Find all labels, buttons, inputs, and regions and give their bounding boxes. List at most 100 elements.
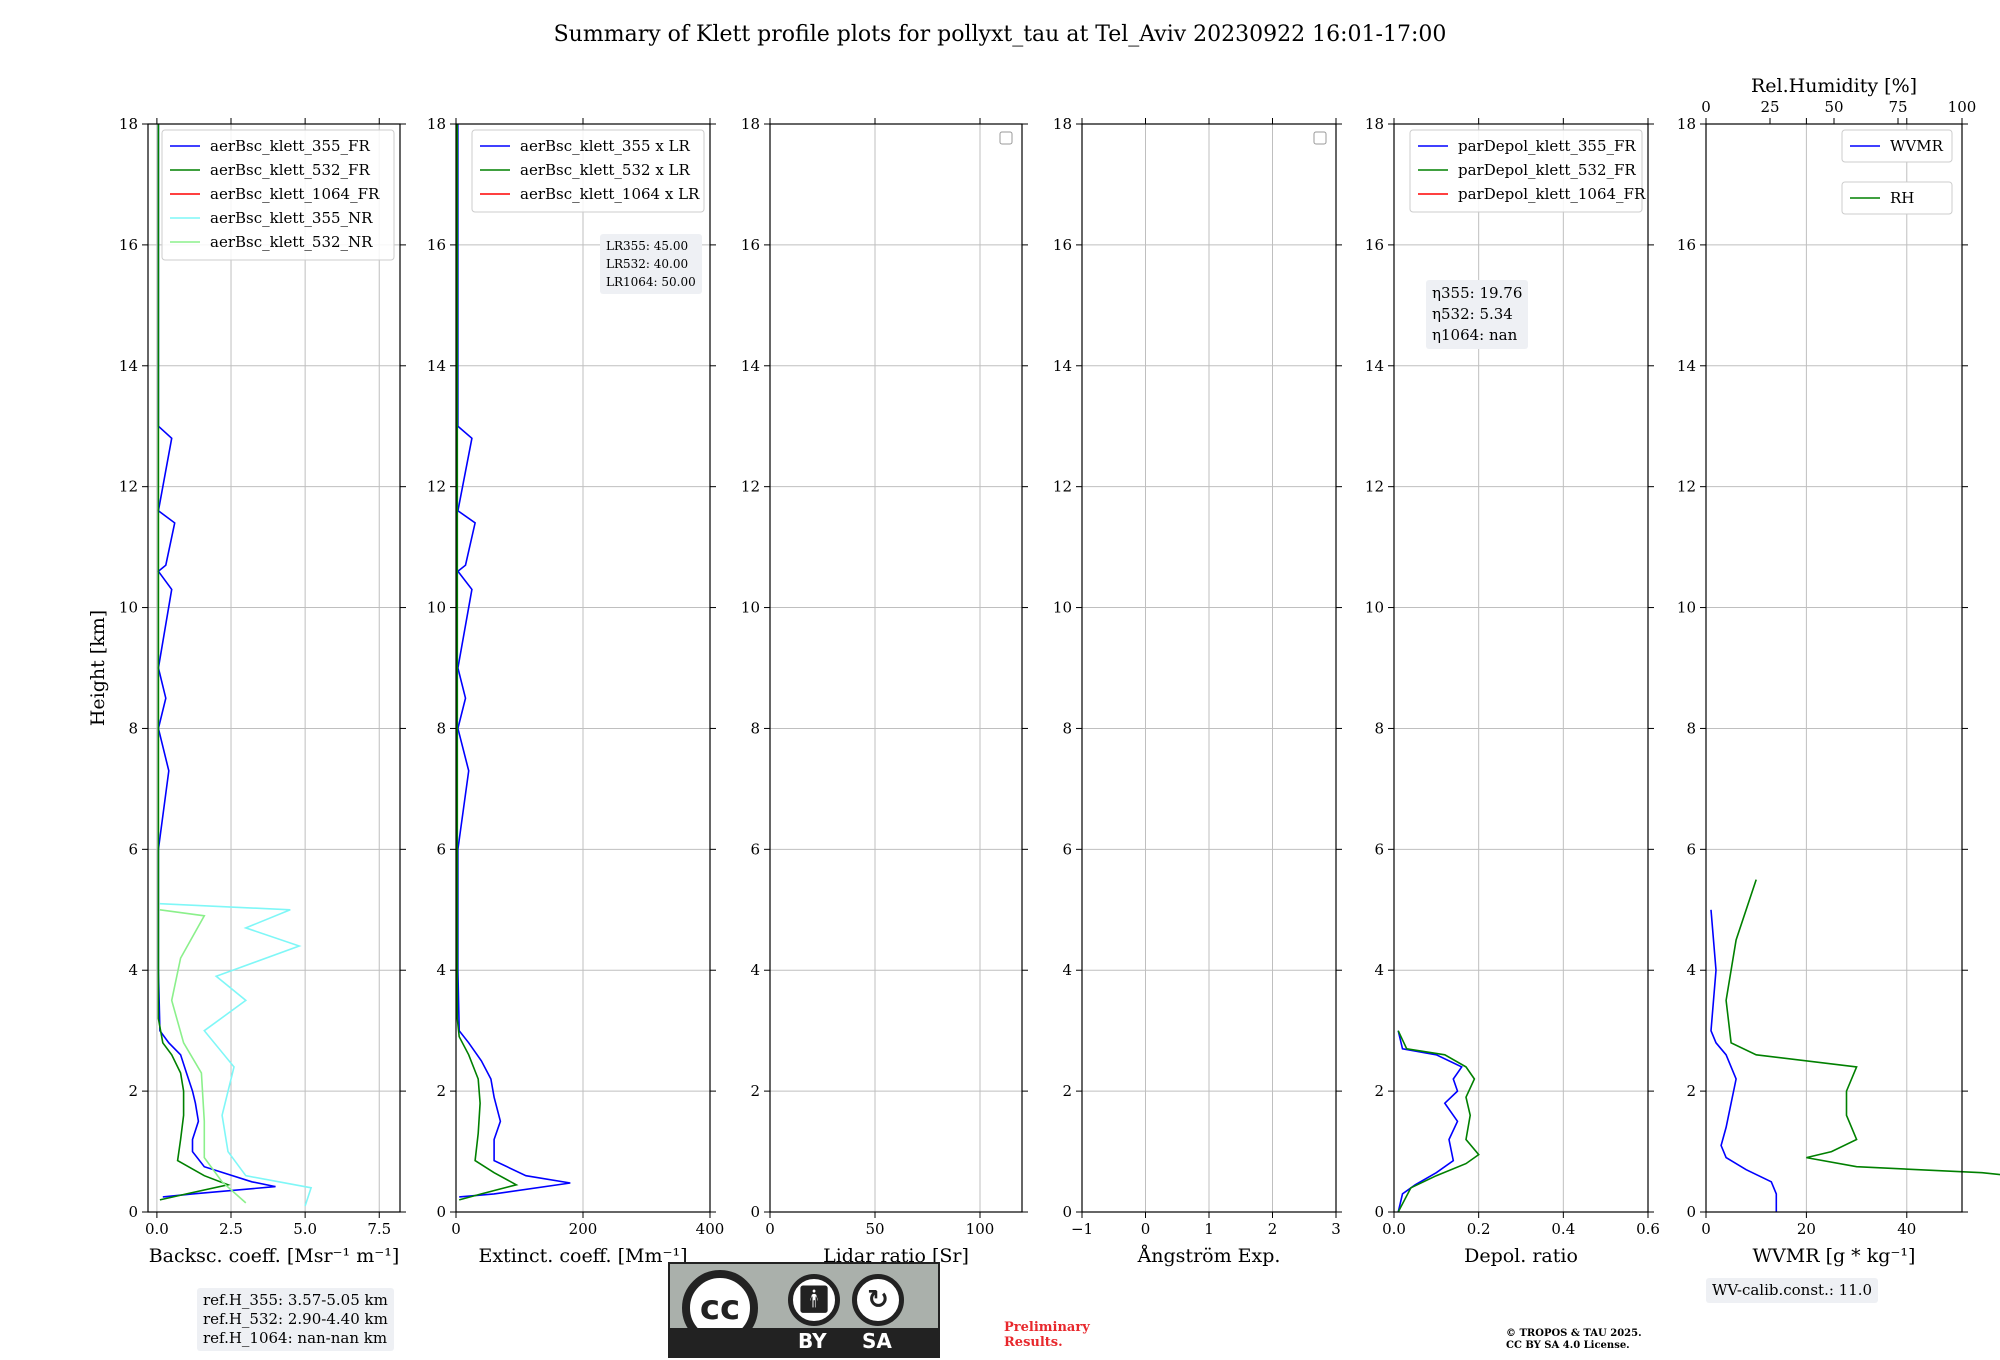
eta-1064: η1064: nan bbox=[1432, 326, 1518, 344]
panel-angstrom bbox=[1076, 118, 1342, 1218]
x-tick-label: 7.5 bbox=[367, 1220, 391, 1238]
preliminary-note: Preliminary Results. bbox=[1004, 1320, 1090, 1350]
y-tick-label: 6 bbox=[1686, 840, 1696, 858]
x-tick-label: 0 bbox=[765, 1220, 775, 1238]
y-tick-label: 18 bbox=[741, 115, 760, 133]
legend-box bbox=[1409, 129, 1643, 213]
x2-tick-label: 75 bbox=[1888, 98, 1907, 116]
cc-label-bar bbox=[670, 1328, 938, 1356]
y-tick-label: 16 bbox=[1365, 236, 1384, 254]
legend-entry: aerBsc_klett_355_FR bbox=[210, 137, 370, 155]
x-tick-label: 0.0 bbox=[1382, 1220, 1406, 1238]
y-tick-label: 4 bbox=[1374, 961, 1384, 979]
eta-box: η355: 19.76 η532: 5.34 η1064: nan bbox=[1426, 280, 1529, 349]
panel-wvmr bbox=[1700, 118, 2000, 1218]
eta-532: η532: 5.34 bbox=[1432, 305, 1513, 323]
x-tick-label: 200 bbox=[569, 1220, 598, 1238]
y-tick-label: 16 bbox=[1677, 236, 1696, 254]
wv-calib-box: WV-calib.const.: 11.0 bbox=[1706, 1278, 1879, 1303]
y-tick-label: 18 bbox=[1053, 115, 1072, 133]
x-tick-label: 0 bbox=[1141, 1220, 1151, 1238]
y-tick-label: 4 bbox=[750, 961, 760, 979]
legend-entry: aerBsc_klett_1064 x LR bbox=[520, 185, 700, 203]
x-tick-label: 5.0 bbox=[293, 1220, 317, 1238]
series-line-aerBsc_klett_532_NR bbox=[159, 909, 247, 1204]
y-tick-label: 4 bbox=[1686, 961, 1696, 979]
panel-depol bbox=[1388, 118, 1654, 1218]
y-tick-label: 8 bbox=[1374, 719, 1384, 737]
y-axis-label: Height [km] bbox=[87, 610, 109, 726]
y-tick-label: 2 bbox=[436, 1082, 446, 1100]
y-tick-label: 10 bbox=[119, 599, 138, 617]
panel-lidar-ratio bbox=[764, 118, 1028, 1218]
series-line-RH bbox=[1725, 879, 2000, 1176]
x-tick-label: 400 bbox=[696, 1220, 725, 1238]
y-tick-label: 16 bbox=[1053, 236, 1072, 254]
y-tick-label: 6 bbox=[436, 840, 446, 858]
cc-by-label: BY bbox=[798, 1329, 827, 1353]
y-tick-label: 16 bbox=[427, 236, 446, 254]
legend-entry: aerBsc_klett_532 x LR bbox=[520, 161, 691, 179]
lr-355: LR355: 45.00 bbox=[606, 239, 689, 253]
x-axis-label: Ångström Exp. bbox=[1137, 1245, 1281, 1267]
x-tick-label: 0.6 bbox=[1636, 1220, 1660, 1238]
legend-entry: parDepol_klett_1064_FR bbox=[1458, 185, 1646, 203]
y-tick-label: 4 bbox=[1062, 961, 1072, 979]
x-tick-label: 0.0 bbox=[145, 1220, 169, 1238]
x2-tick-label: 25 bbox=[1760, 98, 1779, 116]
series-line-aerBsc_klett_355_NR bbox=[159, 902, 313, 1207]
y-tick-label: 8 bbox=[1686, 719, 1696, 737]
y-tick-label: 2 bbox=[750, 1082, 760, 1100]
y-tick-label: 2 bbox=[1062, 1082, 1072, 1100]
legend-entry: aerBsc_klett_355_NR bbox=[210, 209, 373, 227]
x2-axis-label: Rel.Humidity [%] bbox=[1751, 75, 1917, 97]
cc-sa-label: SA bbox=[862, 1329, 892, 1353]
preliminary-line-2: Results. bbox=[1004, 1335, 1063, 1350]
plot-frame bbox=[1393, 123, 1649, 1213]
y-tick-label: 10 bbox=[1677, 599, 1696, 617]
x-tick-label: 2 bbox=[1268, 1220, 1278, 1238]
legend-entry: aerBsc_klett_532_NR bbox=[210, 233, 373, 251]
x-tick-label: 2.5 bbox=[219, 1220, 243, 1238]
y-tick-label: 14 bbox=[1677, 357, 1696, 375]
ref-h-1064: ref.H_1064: nan-nan km bbox=[203, 1329, 388, 1347]
y-tick-label: 0 bbox=[436, 1203, 446, 1221]
empty-legend-box bbox=[1313, 131, 1327, 145]
legend-box bbox=[161, 129, 395, 261]
figure-title: Summary of Klett profile plots for polly… bbox=[553, 22, 1447, 47]
copyright-line-2: CC BY SA 4.0 License. bbox=[1506, 1340, 1630, 1351]
series-line-parDepol_klett_355_FR bbox=[1397, 1030, 1463, 1213]
x-axis-label: Depol. ratio bbox=[1464, 1245, 1578, 1267]
x-tick-label: 50 bbox=[865, 1220, 884, 1238]
x2-tick-label: 50 bbox=[1824, 98, 1843, 116]
legend-entry: parDepol_klett_355_FR bbox=[1458, 137, 1636, 155]
y-tick-label: 18 bbox=[1365, 115, 1384, 133]
series-line-WVMR bbox=[1710, 909, 1778, 1212]
y-tick-label: 0 bbox=[1686, 1203, 1696, 1221]
legend-box bbox=[471, 129, 705, 213]
x-tick-label: −1 bbox=[1071, 1220, 1093, 1238]
y-tick-label: 10 bbox=[741, 599, 760, 617]
lr-532: LR532: 40.00 bbox=[606, 257, 689, 271]
x-tick-label: 1 bbox=[1204, 1220, 1214, 1238]
copyright-line-1: © TROPOS & TAU 2025. bbox=[1506, 1328, 1642, 1339]
eta-355: η355: 19.76 bbox=[1432, 284, 1523, 302]
x-tick-label: 40 bbox=[1897, 1220, 1916, 1238]
legend-entry: aerBsc_klett_532_FR bbox=[210, 161, 370, 179]
wv-calib-text: WV-calib.const.: 11.0 bbox=[1712, 1281, 1873, 1299]
panel-extinction bbox=[450, 118, 716, 1218]
y-tick-label: 2 bbox=[128, 1082, 138, 1100]
legend-entry: aerBsc_klett_1064_FR bbox=[210, 185, 380, 203]
y-tick-label: 10 bbox=[427, 599, 446, 617]
x-tick-label: 3 bbox=[1331, 1220, 1341, 1238]
y-tick-label: 14 bbox=[741, 357, 760, 375]
y-tick-label: 2 bbox=[1686, 1082, 1696, 1100]
y-tick-label: 4 bbox=[436, 961, 446, 979]
attribution-icon: 🚹︎ bbox=[788, 1274, 840, 1326]
x-axis-label: Backsc. coeff. [Msr⁻¹ m⁻¹] bbox=[149, 1245, 400, 1267]
cc-license-badge: cc 🚹︎ ↻ BY SA bbox=[668, 1262, 940, 1358]
y-tick-label: 12 bbox=[741, 478, 760, 496]
y-tick-label: 16 bbox=[119, 236, 138, 254]
x-axis-label: Extinct. coeff. [Mm⁻¹] bbox=[478, 1245, 687, 1267]
